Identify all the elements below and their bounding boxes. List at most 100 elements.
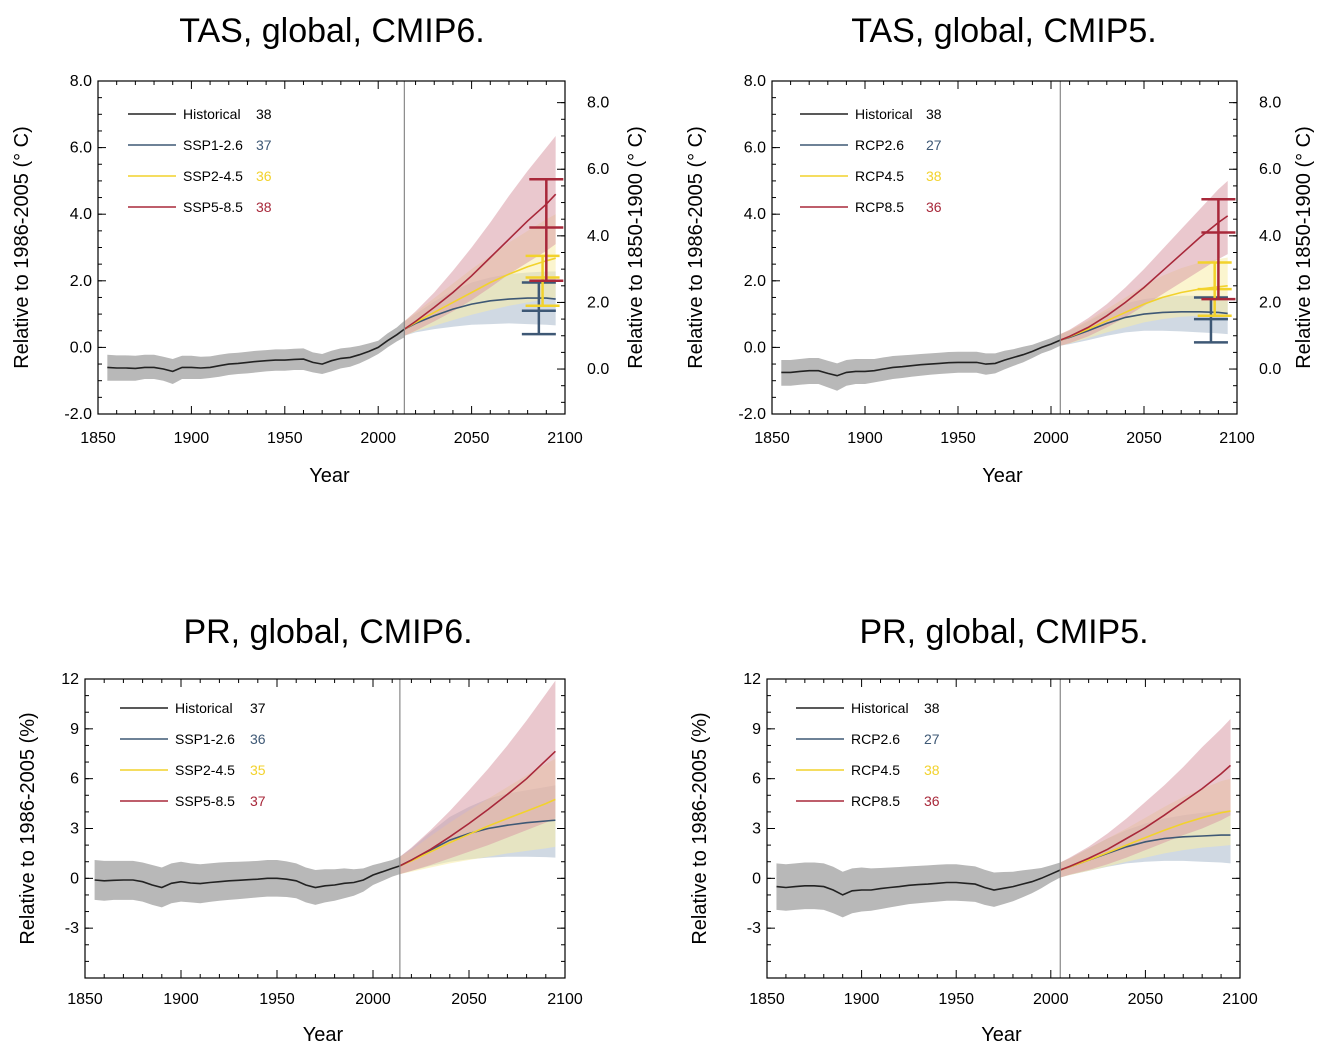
legend-count: 36: [924, 793, 940, 809]
x-axis-label: Year: [981, 1024, 1022, 1044]
x-tick-label: 1950: [940, 430, 976, 447]
x-tick-label: 2000: [1033, 991, 1069, 1008]
y-tick-label: 8.0: [744, 73, 766, 90]
plot-area: [107, 81, 564, 414]
legend-label: Historical: [175, 700, 233, 716]
plot-area: [94, 679, 556, 978]
panel-pr-cmip5: PR, global, CMIP5. 1850 1900 1950 2000 2050 21…: [672, 600, 1322, 1044]
x-tick-label: 2000: [360, 430, 396, 447]
y2-tick-label: 6.0: [1259, 161, 1281, 178]
panel-pr-cmip6: PR, global, CMIP6. 1850 1900 1950 2000 2050 21…: [0, 600, 661, 1044]
line-historical: [107, 328, 405, 373]
x-tick-label: 2050: [454, 430, 490, 447]
legend-label: SSP1-2.6: [175, 731, 235, 747]
y-tick-label: 0.0: [70, 339, 92, 356]
y2-axis-label: Relative to 1850-1900 (° C): [625, 126, 647, 369]
y-tick-label: 4.0: [744, 206, 766, 223]
legend-count: 38: [256, 199, 272, 215]
chart-pr-cmip6: PR, global, CMIP6. 1850 1900 1950 2000 2050 21…: [17, 613, 583, 1044]
x-tick-label: 1850: [67, 991, 103, 1008]
legend-label: SSP1-2.6: [183, 137, 243, 153]
legend-count: 36: [926, 199, 942, 215]
x-axis-label: Year: [982, 465, 1023, 487]
band-ssp5-8-5: [404, 135, 556, 336]
y-tick-label: 3: [752, 821, 761, 838]
y2-tick-label: 0.0: [587, 361, 609, 378]
y-tick-label: -2.0: [738, 406, 766, 423]
y-tick-label: -3: [747, 920, 761, 937]
x-tick-label: 1850: [754, 430, 790, 447]
y2-tick-label: 8.0: [1259, 95, 1281, 112]
chart-title: PR, global, CMIP5.: [859, 613, 1148, 651]
band-historical: [107, 320, 405, 385]
legend: Historical 38 RCP2.6 27 RCP4.5 38 RCP8.5 36: [800, 106, 942, 215]
y-tick-label: 0: [70, 870, 79, 887]
legend-count: 37: [250, 700, 266, 716]
y-tick-label: 8.0: [70, 73, 92, 90]
line-ssp2-4-5: [403, 257, 556, 330]
y-tick-label: 2.0: [744, 273, 766, 290]
line-rcp4-5: [1060, 810, 1231, 871]
y-tick-label: 0.0: [744, 339, 766, 356]
y-tick-label: 0: [752, 870, 761, 887]
x-tick-label: 1900: [174, 430, 210, 447]
line-historical: [94, 865, 401, 889]
legend-label: Historical: [183, 106, 241, 122]
y2-tick-label: 8.0: [587, 95, 609, 112]
legend-label: RCP4.5: [851, 762, 900, 778]
x-tick-label: 2000: [1033, 430, 1069, 447]
x-tick-label: 1900: [844, 991, 880, 1008]
legend-count: 38: [924, 762, 940, 778]
y2-axis-label: Relative to 1850-1900 (° C): [1293, 126, 1315, 369]
band-historical: [776, 862, 1061, 918]
chart-title: PR, global, CMIP6.: [183, 613, 472, 651]
legend-count: 27: [924, 731, 940, 747]
legend-count: 38: [924, 700, 940, 716]
plot-area: [781, 81, 1236, 414]
line-ssp5-8-5: [399, 750, 556, 867]
x-tick-label: 2100: [547, 991, 583, 1008]
y2-tick-label: 2.0: [1259, 294, 1281, 311]
y-tick-label: 2.0: [70, 273, 92, 290]
x-tick-label: 1900: [847, 430, 883, 447]
legend: Historical 37 SSP1-2.6 36 SSP2-4.5 35 SSP5-8.5…: [120, 700, 266, 809]
x-tick-label: 1950: [938, 991, 974, 1008]
y-tick-label: 6: [70, 771, 79, 788]
legend-count: 38: [926, 106, 942, 122]
y-tick-label: 3: [70, 821, 79, 838]
line-ssp1-2-6: [404, 297, 556, 330]
panel-tas-cmip5: TAS, global, CMIP5. 1850 1900 1950 2000 2050 2…: [672, 0, 1322, 500]
band-ssp5-8-5: [399, 680, 556, 875]
y-tick-label: 9: [70, 721, 79, 738]
y2-tick-label: 6.0: [587, 161, 609, 178]
chart-tas-cmip5: TAS, global, CMIP5. 1850 1900 1950 2000 2050 2…: [685, 12, 1315, 487]
plot-area: [776, 679, 1232, 978]
legend-label: SSP2-4.5: [183, 168, 243, 184]
errorbar-high: [529, 177, 564, 283]
legend-count: 38: [256, 106, 272, 122]
chart-tas-cmip6: TAS, global, CMIP6. 1850 1900 1950 2000 2050 2…: [11, 12, 647, 487]
errorbar-low: [521, 281, 556, 336]
y-tick-label: 12: [743, 671, 761, 688]
legend-label: Historical: [855, 106, 913, 122]
y-tick-label: 4.0: [70, 206, 92, 223]
x-axis-label: Year: [303, 1024, 344, 1044]
y-tick-label: 6: [752, 771, 761, 788]
errorbar-mid: [1197, 261, 1232, 318]
y2-tick-label: 4.0: [587, 228, 609, 245]
errorbar-low: [1193, 296, 1228, 344]
errorbar-high: [1201, 197, 1236, 301]
x-tick-label: 2100: [1222, 991, 1258, 1008]
y2-tick-label: 4.0: [1259, 228, 1281, 245]
chart-pr-cmip5: PR, global, CMIP5. 1850 1900 1950 2000 2050 21…: [689, 613, 1258, 1044]
y-tick-label: 6.0: [70, 140, 92, 157]
line-ssp5-8-5: [403, 193, 557, 330]
y-axis-label: Relative to 1986-2005 (%): [17, 712, 39, 944]
x-tick-label: 2000: [355, 991, 391, 1008]
y-tick-label: -2.0: [64, 406, 92, 423]
x-tick-label: 1950: [267, 430, 303, 447]
y-axis-label: Relative to 1986-2005 (%): [689, 712, 711, 944]
band-rcp8-5: [1060, 718, 1231, 878]
y-tick-label: 6.0: [744, 140, 766, 157]
legend-label: RCP2.6: [851, 731, 900, 747]
